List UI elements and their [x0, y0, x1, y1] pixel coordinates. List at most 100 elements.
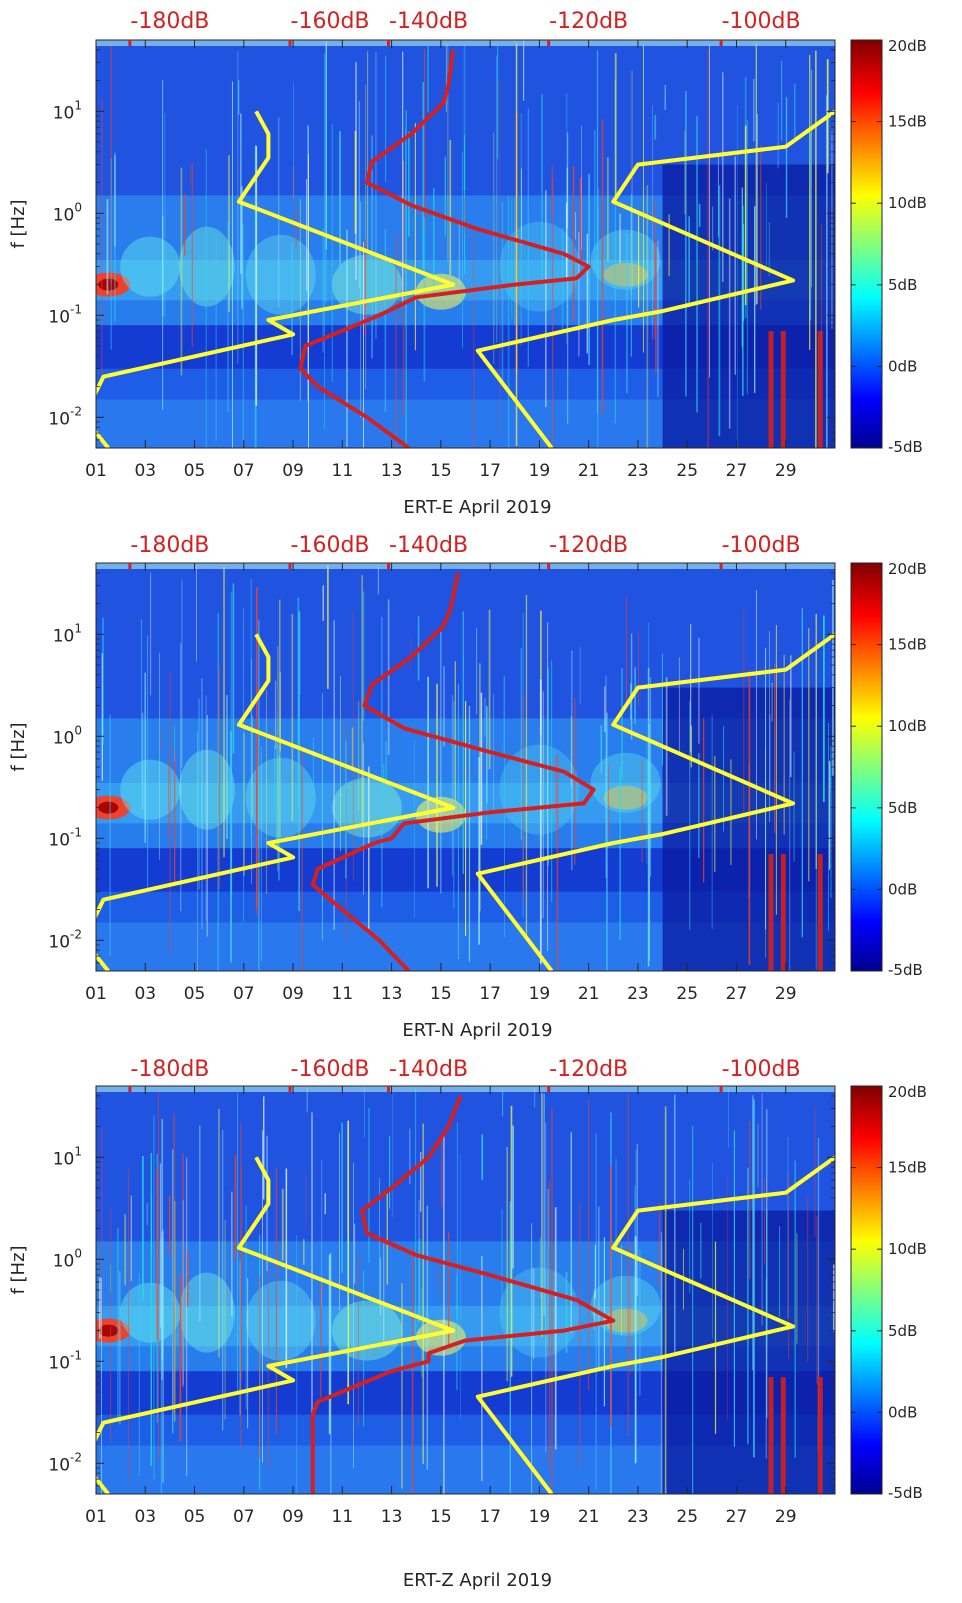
top-db-label: -140dB [389, 1057, 468, 1082]
noise-model-low-curve [96, 1156, 456, 1494]
colorbar-label: -5dB [888, 961, 923, 979]
colorbar: 20dB 15dB 10dB 5dB 0dB -5dB [850, 1083, 927, 1502]
noise-model-low-curve [96, 633, 456, 971]
y-tick-label: 10-1 [48, 1348, 82, 1373]
y-tick-label: 10-2 [48, 927, 82, 952]
x-tick-label: 11 [332, 984, 354, 1004]
noise-model-high-curve [475, 109, 835, 448]
y-tick-label: 101 [53, 1144, 82, 1169]
colorbar-label: 20dB [888, 560, 927, 578]
x-tick-label: 29 [775, 1507, 797, 1527]
spectrogram-field [96, 563, 835, 971]
spectrogram-blob [98, 278, 119, 291]
x-tick-label: 21 [578, 1507, 600, 1527]
top-db-label: -120dB [549, 1057, 628, 1082]
x-tick-label: 27 [726, 1507, 748, 1527]
colorbar-label: -5dB [888, 438, 923, 456]
x-tick-label: 25 [676, 1507, 698, 1527]
spectrogram-top-band [96, 563, 835, 569]
spectrogram-blob [120, 1282, 181, 1343]
x-tick-label: 03 [134, 461, 156, 481]
spectrogram-burst [817, 854, 823, 971]
spectrogram-blob [245, 1280, 316, 1361]
x-tick-label: 19 [529, 984, 551, 1004]
spectrogram-blob [603, 262, 648, 287]
colorbar-label: 20dB [888, 1083, 927, 1101]
colorbar-label: 10dB [888, 717, 927, 735]
y-tick-label: 100 [53, 1246, 82, 1271]
spectrogram-field [96, 40, 835, 448]
colorbar-gradient [850, 1085, 883, 1495]
x-tick-label: 15 [430, 1507, 452, 1527]
x-tick-label: 05 [184, 984, 206, 1004]
x-tick-label: 03 [134, 984, 156, 1004]
x-tick-label: 09 [282, 984, 304, 1004]
x-tick-label: 23 [627, 1507, 649, 1527]
noise-model-high-curve [475, 632, 835, 971]
x-tick-label: 23 [627, 461, 649, 481]
x-tick-label: 17 [479, 984, 501, 1004]
colorbar-gradient [850, 39, 883, 449]
x-tick-label: 01 [85, 984, 107, 1004]
spectrogram-burst [780, 854, 786, 971]
spectrogram-blob [245, 234, 316, 315]
x-tick-label: 27 [726, 984, 748, 1004]
x-tick-label: 07 [233, 1507, 255, 1527]
x-tick-label: 07 [233, 984, 255, 1004]
spectrogram-burst [768, 1377, 774, 1494]
top-db-label: -180dB [130, 533, 209, 558]
colorbar-label: 20dB [888, 37, 927, 55]
colorbar-label: 15dB [888, 113, 927, 131]
top-db-label: -140dB [389, 533, 468, 558]
colorbar-label: 0dB [888, 1403, 917, 1421]
spectrogram-blob [603, 785, 648, 810]
x-tick-label: 29 [775, 984, 797, 1004]
noise-model-low-curve [96, 110, 456, 448]
x-tick-label: 01 [85, 461, 107, 481]
spectrogram-blob [499, 221, 580, 312]
spectrogram-top-band [96, 40, 835, 46]
x-tick-label: 23 [627, 984, 649, 1004]
x-tick-label: 01 [85, 1507, 107, 1527]
spectrogram-blob [603, 1308, 648, 1333]
x-tick-label: 13 [381, 461, 403, 481]
y-tick-label: 10-1 [48, 302, 82, 327]
colorbar-gradient [850, 562, 883, 972]
top-db-label: -100dB [722, 1057, 801, 1082]
spectrogram-panel-1: 10-2 10-1 100 101 f [Hz] 01 03 05 07 09 11 13 15 17 19… [8, 9, 927, 518]
median-psd-curve [310, 1095, 616, 1494]
spectrogram-top-band [96, 1086, 835, 1092]
top-db-label: -180dB [130, 9, 209, 34]
y-tick-label: 10-2 [48, 1450, 82, 1475]
noise-model-high-curve [475, 1155, 835, 1494]
median-psd-curve [310, 572, 596, 971]
spectrogram-burst [817, 1377, 823, 1494]
x-tick-label: 29 [775, 461, 797, 481]
y-axis-label: f [Hz] [8, 199, 29, 248]
top-db-label: -160dB [291, 533, 370, 558]
x-tick-label: 11 [332, 461, 354, 481]
x-tick-label: 15 [430, 984, 452, 1004]
colorbar-label: 5dB [888, 276, 917, 294]
spectrogram-burst [768, 331, 774, 448]
x-tick-label: 17 [479, 461, 501, 481]
colorbar-label: 5dB [888, 799, 917, 817]
spectrogram-field [96, 1086, 835, 1494]
y-axis-label: f [Hz] [8, 722, 29, 771]
x-tick-label: 03 [134, 1507, 156, 1527]
colorbar-label: 10dB [888, 1240, 927, 1258]
x-tick-label: 09 [282, 461, 304, 481]
x-tick-label: 19 [529, 1507, 551, 1527]
x-tick-label: 27 [726, 461, 748, 481]
spectrogram-blob [590, 752, 661, 813]
y-tick-label: 10-2 [48, 404, 82, 429]
x-tick-label: 05 [184, 1507, 206, 1527]
x-tick-label: 05 [184, 461, 206, 481]
spectrogram-burst [780, 331, 786, 448]
colorbar-label: 15dB [888, 1159, 927, 1177]
spectrogram-panel-2: 10-2 10-1 100 101 f [Hz] 01 03 05 07 09 11 13 15 17 19… [8, 533, 927, 1041]
top-db-label: -100dB [722, 533, 801, 558]
y-tick-label: 10-1 [48, 825, 82, 850]
